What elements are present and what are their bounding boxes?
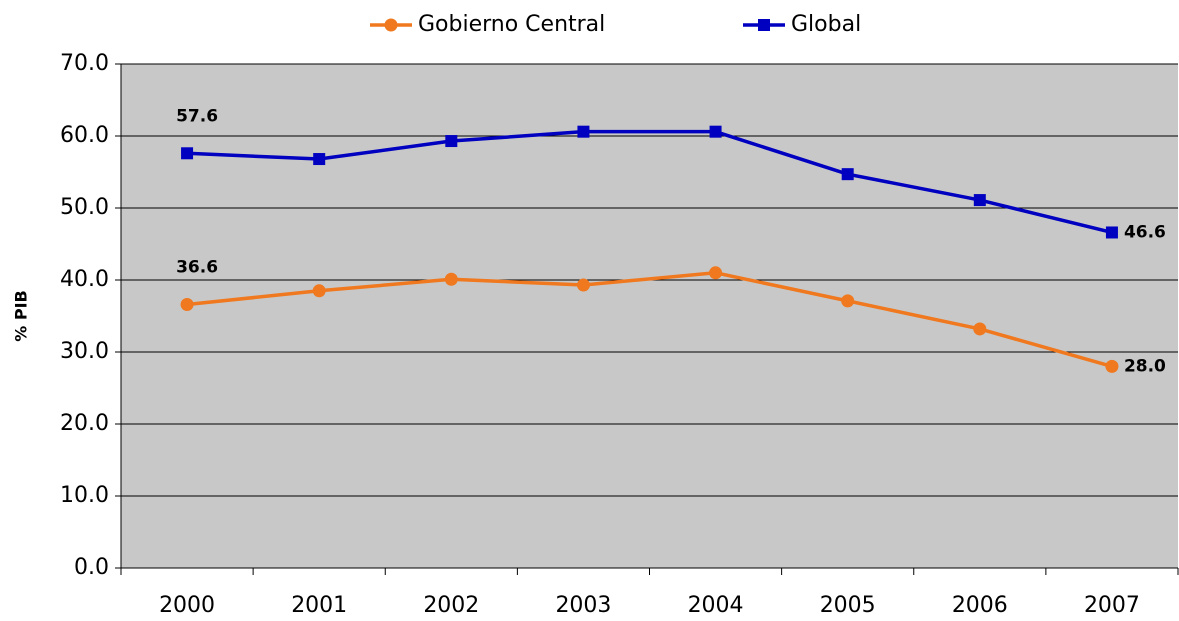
point	[1105, 359, 1119, 373]
legend-marker	[384, 18, 398, 32]
data-label: 57.6	[176, 106, 218, 126]
point	[576, 278, 590, 292]
point	[181, 147, 194, 160]
y-tick-label: 70.0	[60, 51, 109, 76]
data-label: 36.6	[176, 257, 218, 277]
point	[709, 125, 722, 138]
y-tick-label: 60.0	[60, 123, 109, 148]
point	[444, 272, 458, 286]
x-tick-label: 2000	[159, 593, 215, 618]
data-label: 28.0	[1124, 356, 1166, 376]
legend-label: Gobierno Central	[418, 12, 605, 37]
line	[186, 271, 1113, 369]
point	[973, 194, 986, 207]
data-label: 46.6	[1124, 222, 1166, 242]
point	[180, 297, 194, 311]
point	[577, 125, 590, 138]
line	[186, 129, 1113, 235]
point	[841, 294, 855, 308]
x-tick-label: 2005	[820, 593, 876, 618]
point	[445, 135, 458, 148]
y-tick-label: 10.0	[60, 483, 109, 508]
point	[1105, 226, 1118, 239]
y-axis-label: % PIB	[12, 290, 31, 341]
point	[973, 322, 987, 336]
point	[841, 168, 854, 181]
y-tick-label: 20.0	[60, 411, 109, 436]
y-tick-label: 30.0	[60, 339, 109, 364]
plot-area	[121, 64, 1178, 568]
y-tick-label: 0.0	[74, 555, 109, 580]
x-tick-label: 2007	[1084, 593, 1140, 618]
point	[312, 284, 326, 298]
x-tick-label: 2001	[291, 593, 347, 618]
point	[313, 153, 326, 166]
x-tick-label: 2003	[555, 593, 611, 618]
x-tick-label: 2006	[952, 593, 1008, 618]
x-tick-label: 2002	[423, 593, 479, 618]
legend-label: Global	[791, 12, 861, 37]
point	[709, 266, 723, 280]
y-tick-label: 40.0	[60, 267, 109, 292]
y-tick-label: 50.0	[60, 195, 109, 220]
legend-marker	[758, 19, 770, 31]
x-tick-label: 2004	[688, 593, 744, 618]
